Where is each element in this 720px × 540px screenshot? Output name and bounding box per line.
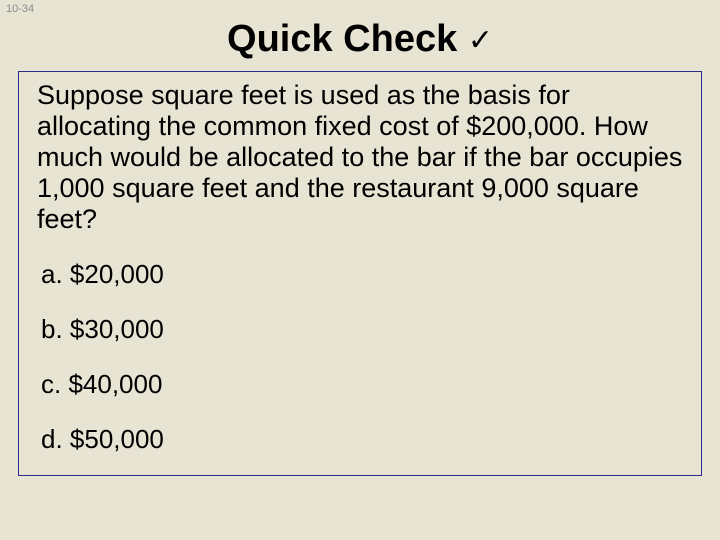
option-d: d. $50,000	[41, 424, 687, 455]
slide-title: Quick Check ✓	[0, 0, 720, 71]
content-box: Suppose square feet is used as the basis…	[18, 71, 702, 476]
option-c: c. $40,000	[41, 369, 687, 400]
slide-number: 10-34	[6, 3, 34, 15]
option-a: a. $20,000	[41, 259, 687, 290]
option-b: b. $30,000	[41, 314, 687, 345]
title-text: Quick Check	[227, 18, 457, 60]
checkmark-icon: ✓	[468, 23, 493, 58]
question-text: Suppose square feet is used as the basis…	[37, 80, 687, 235]
